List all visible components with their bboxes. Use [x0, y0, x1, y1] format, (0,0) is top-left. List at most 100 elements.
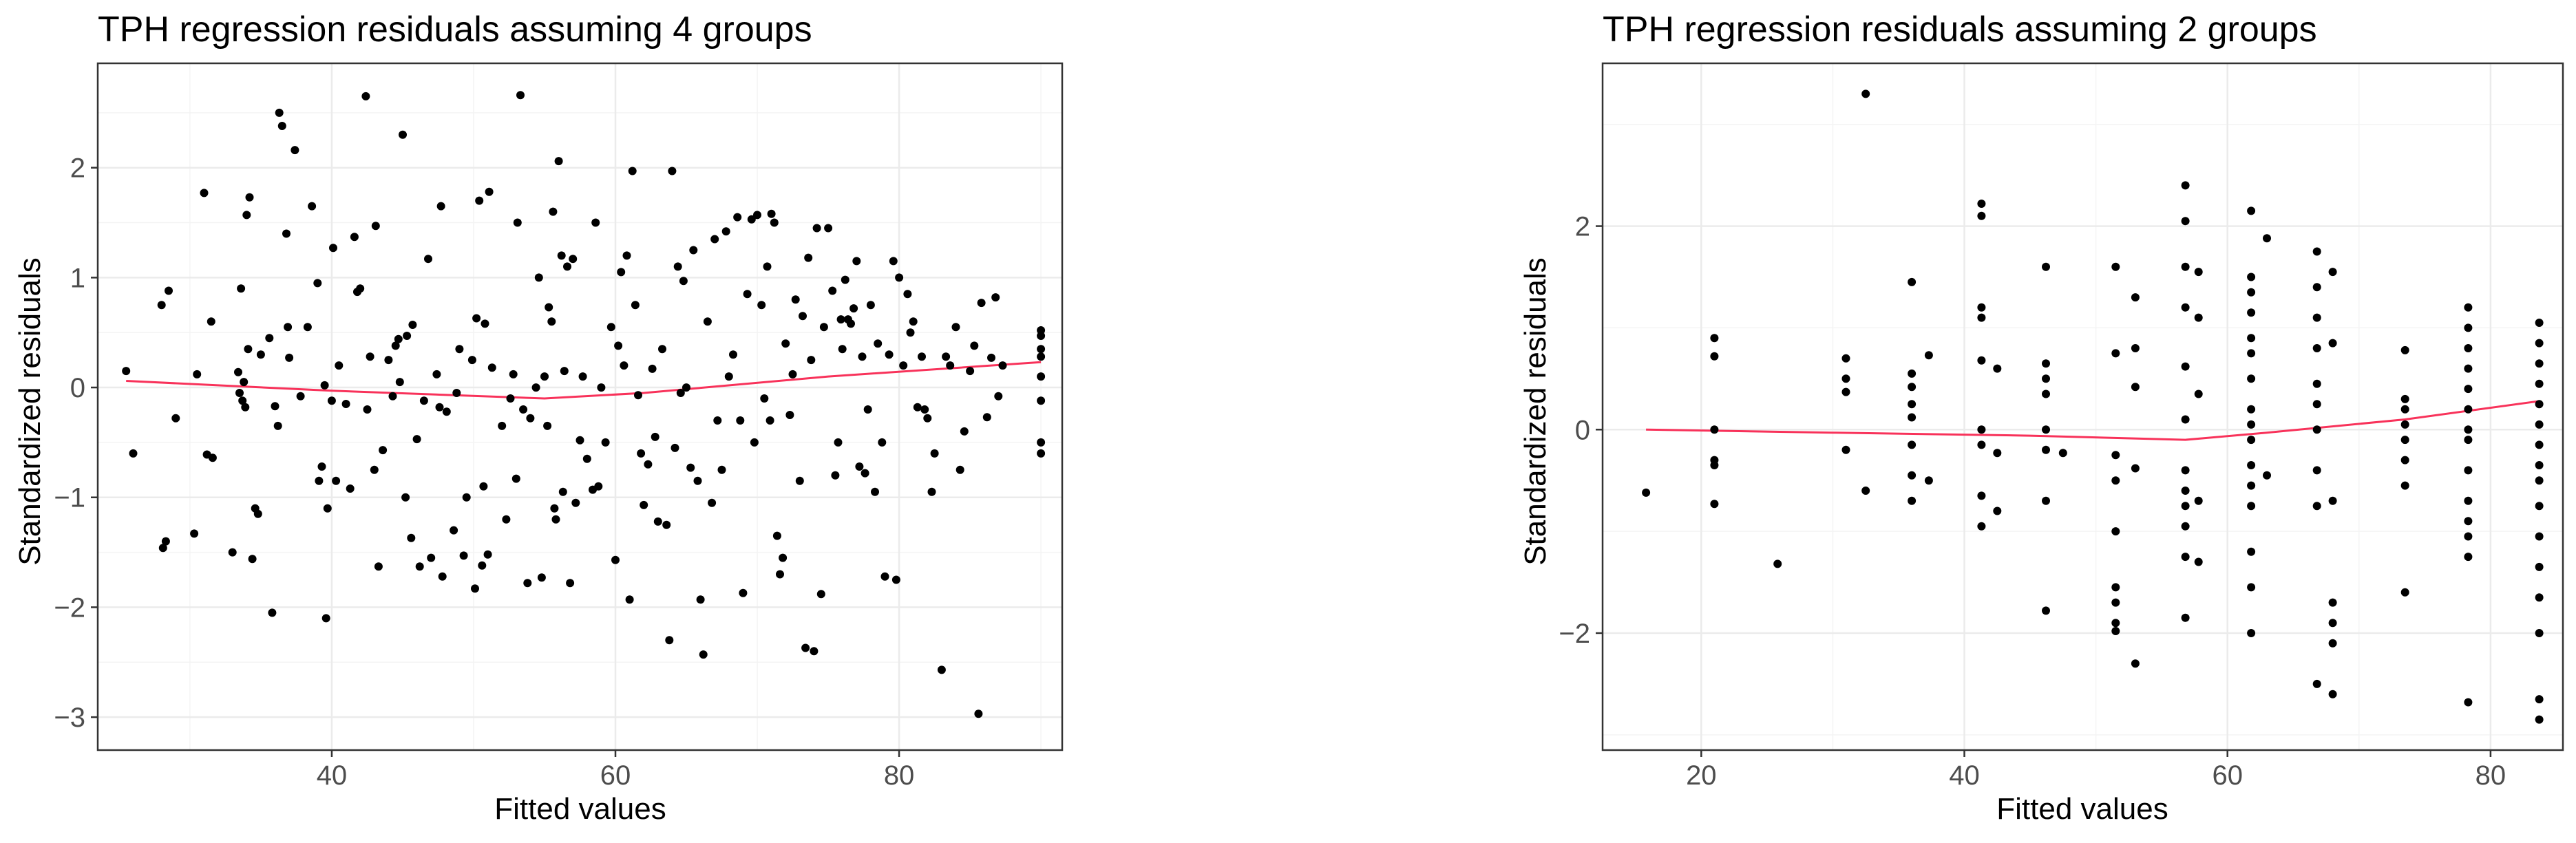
data-point [171, 414, 180, 423]
data-point [2194, 313, 2203, 322]
data-point [2328, 496, 2337, 505]
data-point [763, 262, 772, 271]
data-point [2042, 262, 2050, 271]
data-point [438, 572, 447, 581]
data-point [2111, 262, 2120, 271]
data-point [415, 562, 424, 571]
data-point [1710, 352, 1719, 361]
data-point [671, 443, 679, 452]
data-point [412, 435, 421, 444]
data-point [747, 215, 756, 224]
data-point [537, 573, 546, 582]
data-point [620, 361, 629, 370]
data-point [2181, 613, 2190, 622]
data-point [1037, 396, 1046, 405]
data-point [662, 520, 671, 529]
data-point [2058, 449, 2067, 458]
data-point [1841, 354, 1850, 363]
data-point [509, 370, 518, 378]
x-tick-label: 80 [884, 760, 915, 791]
data-point [403, 332, 412, 340]
data-point [2400, 456, 2409, 465]
data-point [951, 323, 960, 332]
data-point [329, 244, 337, 253]
data-point [2312, 400, 2321, 409]
data-point [1993, 506, 2002, 515]
data-point [987, 353, 995, 362]
data-point [1037, 372, 1046, 381]
x-tick-label: 40 [317, 760, 348, 791]
data-points [1642, 89, 2544, 724]
panel-4-groups: TPH regression residuals assuming 4 grou… [13, 10, 1064, 826]
data-point [200, 189, 209, 198]
data-point [899, 361, 908, 370]
data-point [1977, 491, 1986, 500]
data-point [165, 286, 173, 295]
data-point [2464, 364, 2473, 373]
data-point [2131, 383, 2140, 392]
data-point [578, 372, 587, 381]
data-point [733, 213, 742, 222]
data-point [2312, 502, 2321, 511]
x-axis-title: Fitted values [1996, 792, 2168, 826]
y-tick-label: 2 [1575, 212, 1590, 242]
data-point [861, 469, 869, 478]
data-point [2181, 466, 2190, 475]
data-point [736, 416, 745, 425]
data-point [2247, 374, 2256, 383]
data-point [903, 290, 912, 299]
data-point [676, 389, 685, 397]
data-point [1908, 440, 1917, 449]
data-point [594, 482, 603, 491]
data-point [122, 367, 131, 376]
data-point [2312, 679, 2321, 688]
data-point [540, 372, 549, 381]
data-point [891, 575, 900, 584]
data-point [1908, 277, 1917, 286]
data-point [208, 453, 217, 462]
data-point [2181, 217, 2190, 226]
data-point [363, 405, 372, 414]
data-point [479, 482, 488, 491]
data-point [2535, 440, 2544, 449]
data-point [2247, 629, 2256, 637]
data-point [241, 403, 250, 412]
data-point [303, 323, 312, 332]
data-point [766, 416, 774, 425]
data-point [2247, 420, 2256, 429]
data-point [1841, 445, 1850, 454]
y-tick-label: 0 [70, 373, 85, 403]
data-point [2247, 405, 2256, 414]
data-point [810, 647, 819, 656]
data-point [356, 284, 365, 293]
data-point [858, 352, 867, 361]
chart-title: TPH regression residuals assuming 2 grou… [1603, 10, 2317, 50]
data-point [2535, 715, 2544, 724]
x-tick-label: 60 [2212, 760, 2243, 791]
data-point [2247, 436, 2256, 445]
data-point [2328, 619, 2337, 628]
data-point [648, 364, 657, 373]
data-point [2312, 344, 2321, 352]
data-point [1037, 438, 1046, 447]
data-point [158, 544, 167, 553]
data-point [1924, 476, 1933, 485]
data-point [366, 352, 374, 361]
data-point [852, 257, 861, 266]
data-point [2312, 379, 2321, 388]
data-point [895, 273, 904, 282]
data-point [819, 323, 828, 332]
data-point [1993, 364, 2002, 373]
data-point [591, 218, 600, 227]
data-point [371, 222, 380, 231]
y-axis-title: Standardized residuals [1519, 257, 1552, 566]
data-point [320, 381, 329, 390]
data-point [459, 551, 468, 560]
panel-border [96, 62, 1064, 751]
data-point [471, 584, 479, 593]
data-point [432, 370, 441, 378]
data-point [1710, 425, 1719, 434]
data-point [2312, 283, 2321, 292]
data-point [776, 570, 784, 579]
